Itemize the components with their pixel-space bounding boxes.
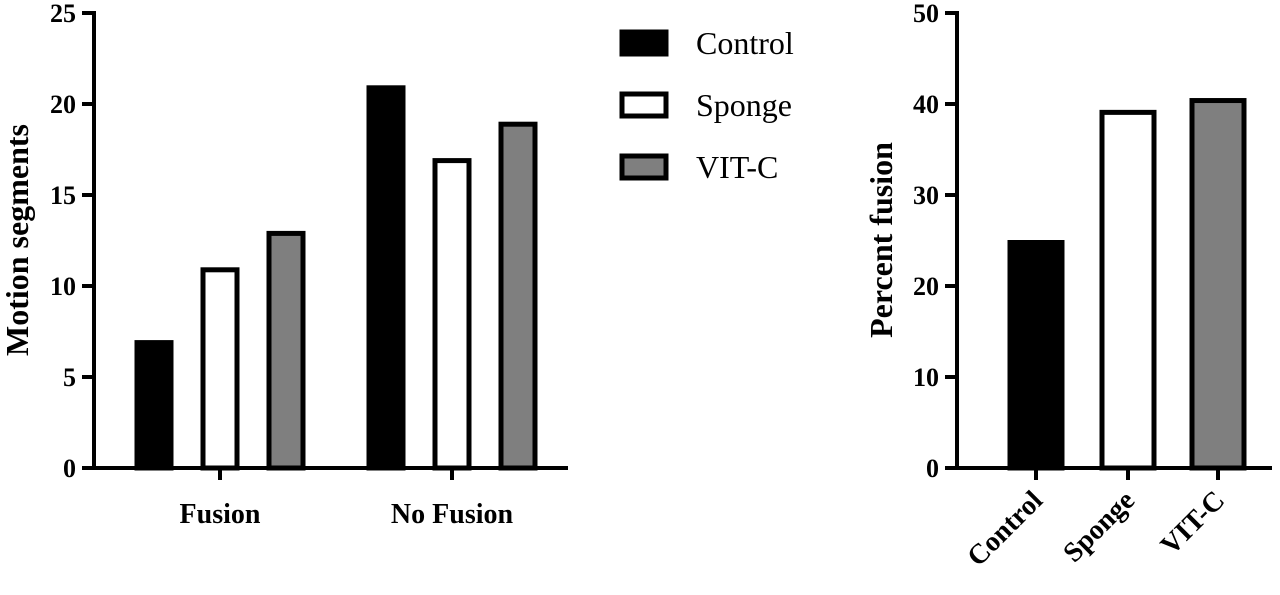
legend-swatch-vit-c — [619, 153, 669, 181]
chart2-y-axis-label: Percent fusion — [863, 142, 899, 338]
legend-swatch-control — [619, 29, 669, 57]
chart1-y-tick-label: 10 — [50, 272, 76, 301]
legend-swatch-sponge — [619, 91, 669, 119]
chart2-x-tick-label: Control — [961, 485, 1049, 573]
chart1-y-axis-label: Motion segments — [0, 124, 35, 356]
chart2-y-tick-label: 10 — [913, 363, 939, 392]
chart1-bar-vit-c-no-fusion — [498, 121, 538, 471]
chart1-x-tick-label: No Fusion — [391, 499, 514, 530]
chart2-bar-sponge — [1099, 109, 1157, 471]
chart1-bar-control-fusion — [134, 340, 174, 471]
chart1-y-tick-label: 20 — [50, 90, 76, 119]
chart2-x-tick-label: Sponge — [1057, 485, 1141, 569]
chart2-y-tick-label: 30 — [913, 181, 939, 210]
chart1-bar-sponge-no-fusion — [432, 158, 472, 471]
legend-label-control: Control — [696, 25, 794, 61]
chart1-y-tick-label: 0 — [63, 454, 76, 483]
chart1-bar-sponge-fusion — [200, 267, 240, 471]
chart2-y-tick-label: 0 — [926, 454, 939, 483]
chart1-y-tick-label: 5 — [63, 363, 76, 392]
chart2-x-tick-label: VIT-C — [1155, 485, 1231, 561]
chart1-bar-control-no-fusion — [366, 85, 406, 471]
motion-segments-chart: Motion segments 0 5 10 15 20 25 Fusion No Fusi… — [0, 0, 568, 530]
percent-fusion-chart: Percent fusion 0 10 20 30 40 50 Control Sponge… — [863, 0, 1272, 573]
chart1-y-tick-label: 15 — [50, 181, 76, 210]
chart2-y-tick-label: 20 — [913, 272, 939, 301]
chart1-bar-vit-c-fusion — [266, 230, 306, 471]
legend: Control Sponge VIT-C — [619, 25, 794, 185]
chart2-y-tick-label: 50 — [913, 0, 939, 28]
legend-label-sponge: Sponge — [696, 87, 792, 123]
chart1-x-tick-label: Fusion — [180, 499, 261, 530]
chart2-y-tick-label: 40 — [913, 90, 939, 119]
legend-label-vit-c: VIT-C — [696, 149, 778, 185]
chart1-y-tick-label: 25 — [50, 0, 76, 28]
chart2-bar-vit-c — [1189, 98, 1247, 471]
chart2-bar-control — [1007, 240, 1065, 471]
